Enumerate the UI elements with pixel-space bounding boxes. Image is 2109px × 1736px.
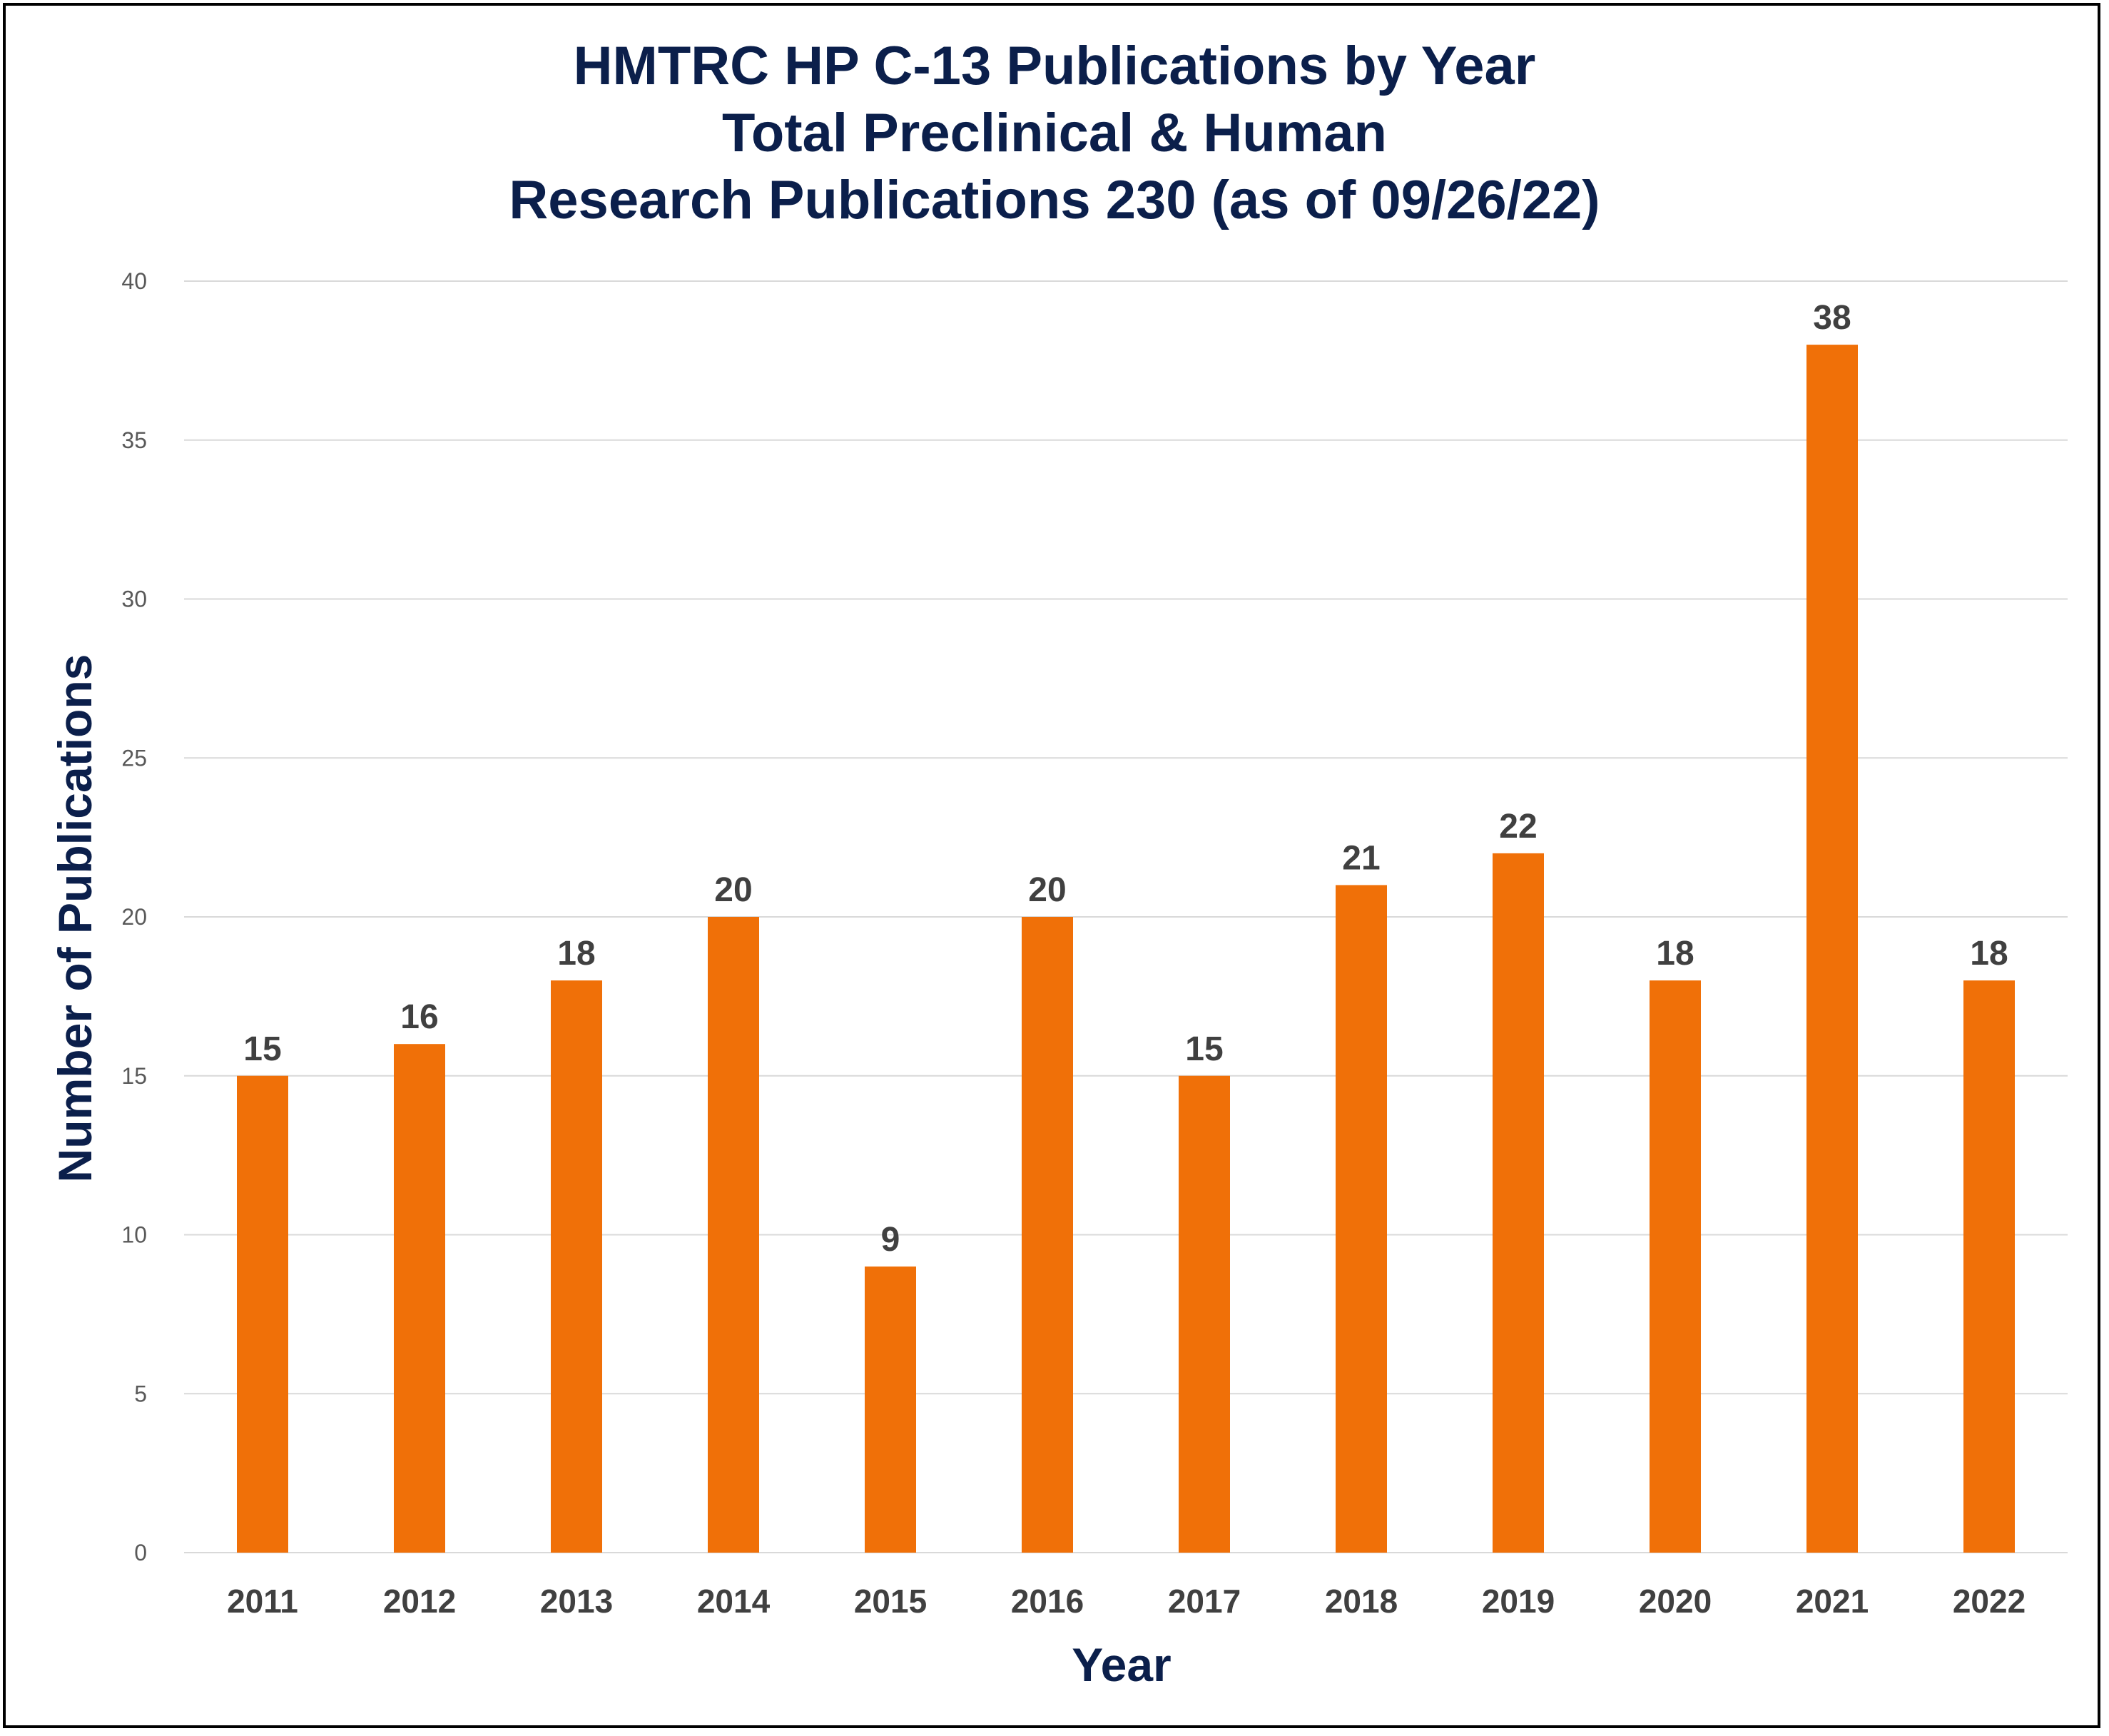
data-label-2014: 20 [714, 871, 752, 909]
bar-2013 [551, 980, 602, 1553]
x-tick-label-2015: 2015 [854, 1583, 927, 1620]
bar-2017 [1179, 1075, 1230, 1553]
y-axis-title: Number of Publications [49, 654, 101, 1183]
data-label-2015: 9 [881, 1221, 900, 1259]
bar-2011 [237, 1075, 288, 1553]
bar-2012 [394, 1044, 445, 1553]
y-tick-label: 10 [121, 1222, 147, 1248]
bars [237, 345, 2015, 1553]
x-tick-label-2022: 2022 [1953, 1583, 2026, 1620]
data-label-2019: 22 [1499, 808, 1537, 846]
data-label-2018: 21 [1342, 839, 1380, 877]
x-tick-label-2011: 2011 [227, 1583, 298, 1620]
x-tick-label-2020: 2020 [1639, 1583, 1712, 1620]
bar-2016 [1022, 917, 1073, 1553]
data-label-2022: 18 [1970, 935, 2008, 973]
x-axis-ticks: 2011 2012 2013 2014 2015 2016 2017 2018 2019 2020… [227, 1583, 2026, 1620]
chart-title-line-2: Total Preclinical & Human [722, 103, 1387, 163]
data-label-2021: 38 [1813, 299, 1851, 337]
x-tick-label-2014: 2014 [697, 1583, 771, 1620]
y-tick-label: 15 [121, 1063, 147, 1089]
data-label-2017: 15 [1185, 1030, 1223, 1068]
x-tick-label-2017: 2017 [1168, 1583, 1241, 1620]
x-axis-title: Year [1072, 1638, 1171, 1691]
y-tick-label: 30 [121, 587, 147, 612]
y-axis-ticks: 0 5 10 15 20 25 30 35 40 [121, 268, 147, 1565]
y-tick-label: 25 [121, 745, 147, 771]
bar-2018 [1336, 885, 1387, 1553]
chart-title: HMTRC HP C-13 Publications by Year Total… [509, 36, 1600, 230]
data-label-2020: 18 [1656, 935, 1694, 973]
x-tick-label-2021: 2021 [1796, 1583, 1869, 1620]
x-tick-label-2019: 2019 [1482, 1583, 1555, 1620]
y-tick-label: 0 [134, 1540, 147, 1565]
x-tick-label-2012: 2012 [383, 1583, 456, 1620]
x-tick-label-2016: 2016 [1011, 1583, 1084, 1620]
chart-title-line-1: HMTRC HP C-13 Publications by Year [574, 36, 1536, 96]
bar-2014 [708, 917, 759, 1553]
data-labels: 15 16 18 20 9 20 15 21 22 18 38 18 [243, 299, 2008, 1259]
x-tick-label-2013: 2013 [540, 1583, 613, 1620]
x-tick-label-2018: 2018 [1325, 1583, 1398, 1620]
chart-title-line-3: Research Publications 230 (as of 09/26/2… [509, 170, 1600, 230]
data-label-2012: 16 [400, 998, 438, 1036]
gridlines [184, 280, 2068, 1553]
bar-2020 [1650, 980, 1701, 1553]
data-label-2011: 15 [243, 1030, 281, 1068]
y-tick-label: 5 [134, 1381, 147, 1406]
bar-2021 [1806, 345, 1858, 1553]
data-label-2016: 20 [1028, 871, 1066, 909]
data-label-2013: 18 [557, 935, 595, 973]
bar-2015 [865, 1267, 916, 1553]
bar-2019 [1493, 853, 1544, 1553]
bar-2022 [1963, 980, 2015, 1553]
y-tick-label: 40 [121, 268, 147, 294]
y-tick-label: 20 [121, 904, 147, 930]
y-tick-label: 35 [121, 427, 147, 453]
